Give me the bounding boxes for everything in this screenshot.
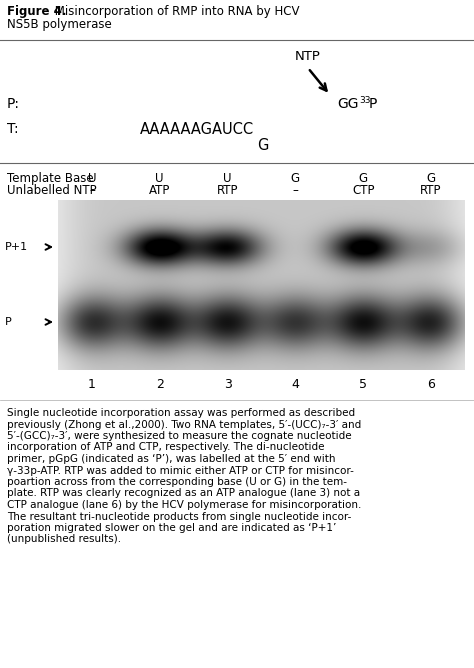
Text: GG: GG	[337, 97, 358, 111]
Text: incorporation of ATP and CTP, respectively. The di-nucleotide: incorporation of ATP and CTP, respective…	[7, 442, 325, 452]
Text: 5′-(GCC)₇-3′, were synthesized to measure the cognate nucleotide: 5′-(GCC)₇-3′, were synthesized to measur…	[7, 431, 352, 441]
Text: 5: 5	[359, 378, 367, 391]
Text: ATP: ATP	[149, 184, 171, 197]
Text: plate. RTP was clearly recognized as an ATP analogue (lane 3) not a: plate. RTP was clearly recognized as an …	[7, 488, 360, 498]
Text: γ-33p-ATP. RTP was added to mimic either ATP or CTP for misincor-: γ-33p-ATP. RTP was added to mimic either…	[7, 466, 354, 476]
Text: RTP: RTP	[217, 184, 238, 197]
Text: Unlabelled NTP: Unlabelled NTP	[7, 184, 97, 197]
Text: (unpublished results).: (unpublished results).	[7, 534, 121, 544]
Text: 4: 4	[292, 378, 300, 391]
Text: T:: T:	[7, 122, 18, 136]
Text: 33: 33	[359, 96, 371, 105]
Text: P: P	[369, 97, 377, 111]
Text: –: –	[89, 184, 95, 197]
Text: G: G	[291, 172, 300, 185]
Text: 3: 3	[224, 378, 231, 391]
Text: G: G	[359, 172, 368, 185]
Text: 2: 2	[156, 378, 164, 391]
Text: Figure 4.: Figure 4.	[7, 5, 66, 18]
Text: poartion across from the corresponding base (U or G) in the tem-: poartion across from the corresponding b…	[7, 477, 347, 487]
Text: The resultant tri-nucleotide products from single nucleotide incor-: The resultant tri-nucleotide products fr…	[7, 512, 351, 522]
Text: P:: P:	[7, 97, 20, 111]
Text: Single nucleotide incorporation assay was performed as described: Single nucleotide incorporation assay wa…	[7, 408, 355, 418]
Text: U: U	[155, 172, 164, 185]
Text: U: U	[223, 172, 232, 185]
Text: CTP: CTP	[352, 184, 374, 197]
Text: G: G	[257, 138, 268, 153]
Text: Misincorporation of RMP into RNA by HCV: Misincorporation of RMP into RNA by HCV	[51, 5, 300, 18]
Text: –: –	[292, 184, 298, 197]
Text: RTP: RTP	[420, 184, 442, 197]
Text: poration migrated slower on the gel and are indicated as ‘P+1’: poration migrated slower on the gel and …	[7, 523, 337, 533]
Text: NTP: NTP	[295, 50, 321, 63]
Text: CTP analogue (lane 6) by the HCV polymerase for misincorporation.: CTP analogue (lane 6) by the HCV polymer…	[7, 500, 361, 510]
Text: NS5B polymerase: NS5B polymerase	[7, 18, 112, 31]
Text: previously (Zhong et al.,2000). Two RNA templates, 5′-(UCC)₇-3′ and: previously (Zhong et al.,2000). Two RNA …	[7, 420, 361, 430]
Text: AAAAAAGAUCC: AAAAAAGAUCC	[140, 122, 254, 137]
Text: U: U	[88, 172, 96, 185]
Text: P+1: P+1	[5, 242, 28, 252]
Text: 1: 1	[88, 378, 96, 391]
Text: P: P	[5, 317, 12, 327]
Text: primer, pGpG (indicated as ‘P’), was labelled at the 5′ end with: primer, pGpG (indicated as ‘P’), was lab…	[7, 454, 336, 464]
Text: Template Base: Template Base	[7, 172, 94, 185]
Text: 6: 6	[427, 378, 435, 391]
Text: G: G	[427, 172, 436, 185]
